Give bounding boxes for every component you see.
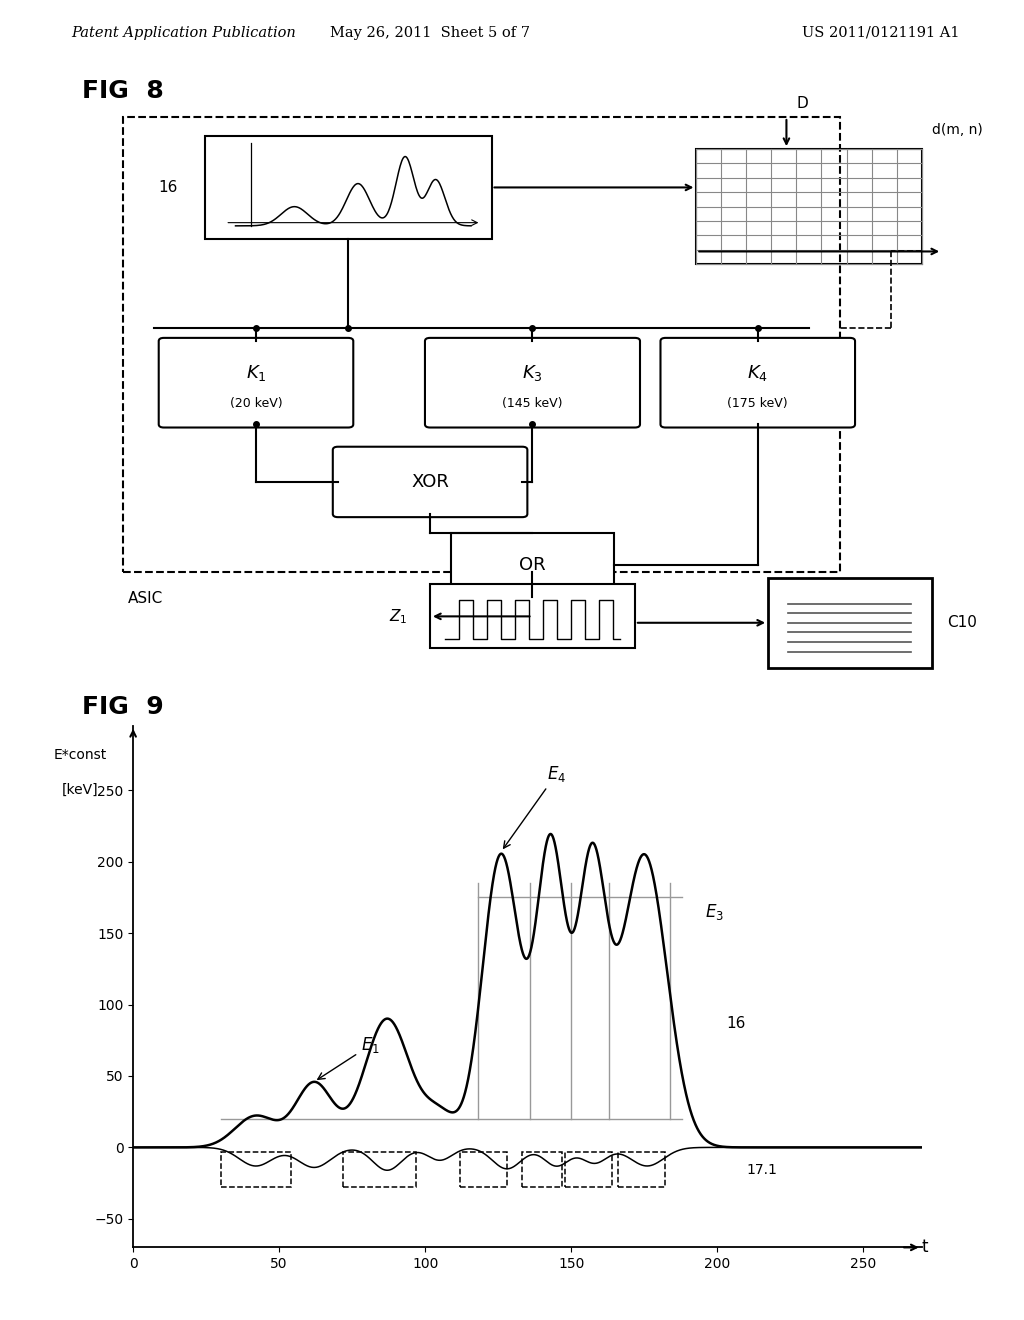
Text: E*const: E*const xyxy=(54,747,108,762)
FancyBboxPatch shape xyxy=(159,338,353,428)
Text: FIG  8: FIG 8 xyxy=(82,79,164,103)
Text: 16: 16 xyxy=(159,180,178,195)
Text: D: D xyxy=(797,95,808,111)
Text: 16: 16 xyxy=(726,1015,745,1031)
Bar xyxy=(430,585,635,648)
Text: XOR: XOR xyxy=(412,473,449,491)
Text: $K_1$: $K_1$ xyxy=(246,363,266,383)
Bar xyxy=(451,533,614,597)
Text: US 2011/0121191 A1: US 2011/0121191 A1 xyxy=(802,26,959,40)
Text: (175 keV): (175 keV) xyxy=(727,397,788,411)
Text: (20 keV): (20 keV) xyxy=(229,397,283,411)
Bar xyxy=(768,578,932,668)
Text: May 26, 2011  Sheet 5 of 7: May 26, 2011 Sheet 5 of 7 xyxy=(330,26,530,40)
Bar xyxy=(565,1151,612,1188)
Text: C10: C10 xyxy=(947,615,977,630)
Bar xyxy=(521,1151,562,1188)
FancyBboxPatch shape xyxy=(425,338,640,428)
Bar xyxy=(343,1151,417,1188)
Text: $E_1$: $E_1$ xyxy=(317,1035,380,1080)
Bar xyxy=(123,117,840,572)
Text: $E_4$: $E_4$ xyxy=(504,764,566,849)
Text: $E_3$: $E_3$ xyxy=(706,902,725,921)
Bar xyxy=(221,1151,291,1188)
Text: [keV]: [keV] xyxy=(62,783,99,797)
Bar xyxy=(617,1151,665,1188)
Text: OR: OR xyxy=(519,556,546,574)
Bar xyxy=(696,149,922,264)
Text: $K_4$: $K_4$ xyxy=(748,363,768,383)
FancyBboxPatch shape xyxy=(660,338,855,428)
Bar xyxy=(205,136,492,239)
Text: d(m, n): d(m, n) xyxy=(932,123,983,137)
Text: $Z_1$: $Z_1$ xyxy=(389,607,408,626)
Text: $K_3$: $K_3$ xyxy=(522,363,543,383)
Text: t: t xyxy=(922,1238,928,1257)
Text: ASIC: ASIC xyxy=(128,591,163,606)
Text: (145 keV): (145 keV) xyxy=(502,397,563,411)
Bar xyxy=(460,1151,507,1188)
Text: Patent Application Publication: Patent Application Publication xyxy=(72,26,296,40)
FancyBboxPatch shape xyxy=(333,446,527,517)
Text: 17.1: 17.1 xyxy=(746,1163,777,1177)
Text: FIG  9: FIG 9 xyxy=(82,696,164,719)
